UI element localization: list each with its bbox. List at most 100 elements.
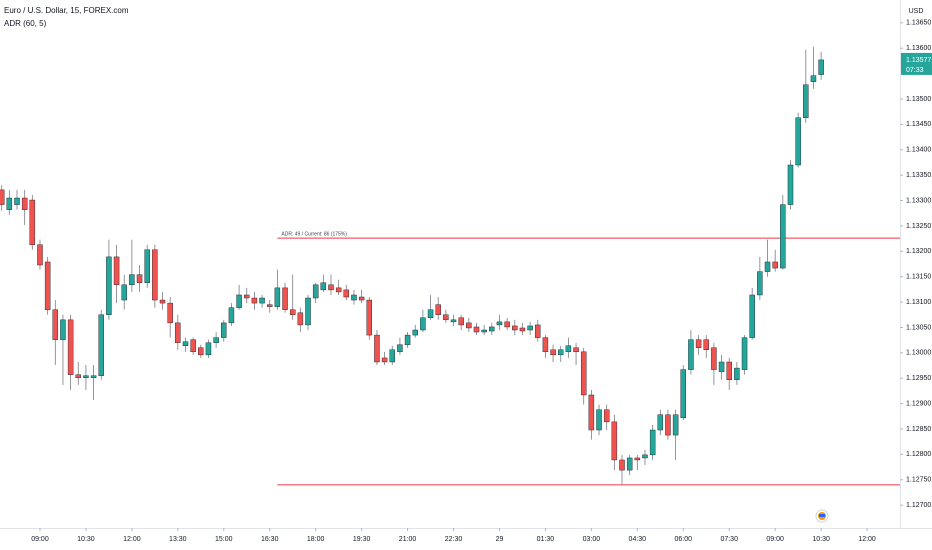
candle — [121, 274, 127, 310]
candle-body — [427, 309, 434, 319]
candle-body — [458, 317, 464, 326]
candle — [741, 335, 748, 375]
candle-body — [626, 457, 633, 471]
candle — [558, 345, 564, 362]
chart-title: Euro / U.S. Dollar, 15, FOREX.com — [4, 6, 129, 15]
candle — [251, 291, 258, 310]
y-tick-label: 1.13000 — [906, 350, 931, 357]
candle — [519, 322, 526, 336]
candle — [335, 279, 342, 295]
candle — [764, 239, 771, 277]
x-tick-label: 04:30 — [629, 536, 647, 543]
candle — [282, 282, 288, 313]
candle — [274, 269, 281, 310]
candle-body — [259, 297, 265, 304]
x-tick-label: 16:30 — [261, 536, 279, 543]
candle-body — [381, 357, 388, 363]
candle — [473, 322, 480, 336]
candle-body — [703, 339, 709, 350]
candle — [512, 319, 518, 336]
candle — [695, 335, 702, 355]
candle-body — [182, 341, 189, 346]
candle — [0, 185, 5, 211]
candle-body — [573, 347, 579, 353]
candle-body — [818, 59, 824, 75]
candle — [213, 332, 219, 348]
candle-body — [159, 299, 166, 304]
candle — [803, 49, 809, 123]
candle-body — [473, 326, 480, 333]
candle — [780, 194, 786, 270]
candle-body — [14, 197, 20, 205]
currency-label: USD — [909, 8, 924, 15]
x-tick-label: 09:00 — [31, 536, 49, 543]
candle-body — [358, 296, 365, 301]
candle-body — [29, 199, 36, 245]
candle — [435, 297, 441, 320]
y-tick-label: 1.12800 — [906, 451, 931, 458]
candle — [182, 337, 189, 352]
x-tick-label: 01:30 — [537, 536, 555, 543]
candle — [374, 330, 380, 366]
candle-body — [542, 337, 549, 353]
candle-body — [527, 325, 533, 331]
candle-body — [588, 394, 595, 431]
candle-body — [688, 339, 694, 370]
candle-body — [450, 319, 457, 323]
candle — [443, 309, 449, 323]
candle-body — [44, 261, 51, 310]
candle — [44, 256, 51, 315]
candle-body — [167, 302, 173, 324]
candle-body — [251, 297, 258, 304]
candle-body — [266, 304, 273, 307]
candle-body — [580, 351, 587, 396]
x-tick-label: 07:30 — [720, 536, 738, 543]
candle-body — [213, 337, 219, 343]
candle — [351, 289, 357, 305]
x-tick-label: 13:30 — [169, 536, 187, 543]
x-tick-label: 10:30 — [812, 536, 830, 543]
y-tick-label: 1.13500 — [906, 96, 931, 103]
candle-body — [558, 349, 564, 356]
candle-body — [404, 334, 411, 345]
x-tick-label: 10:30 — [77, 536, 95, 543]
candle — [703, 335, 709, 358]
candle-body — [749, 294, 755, 338]
candle-body — [121, 284, 127, 301]
candle — [634, 454, 641, 471]
candle — [489, 322, 495, 336]
candle — [818, 51, 824, 80]
candle — [626, 454, 633, 476]
candle-body — [764, 261, 771, 272]
candle-body — [83, 375, 89, 378]
x-tick-label: 12:00 — [123, 536, 141, 543]
candle — [297, 307, 304, 333]
x-tick-label: 09:00 — [766, 536, 784, 543]
candle-body — [129, 274, 135, 286]
candle — [60, 314, 66, 385]
candle — [320, 274, 327, 292]
candle — [389, 345, 395, 366]
candle-body — [98, 314, 104, 376]
candle-body — [672, 414, 679, 436]
candle-body — [603, 409, 610, 423]
candle-body — [144, 249, 150, 283]
candle-body — [718, 361, 725, 372]
y-tick-label: 1.13100 — [906, 299, 931, 306]
x-tick-label: 03:00 — [583, 536, 601, 543]
candle — [381, 351, 388, 366]
candle — [527, 321, 533, 336]
y-tick-label: 1.13050 — [906, 324, 931, 331]
candle — [726, 357, 732, 390]
candle — [221, 319, 227, 342]
candle — [535, 319, 541, 342]
candle — [787, 159, 794, 210]
candle — [198, 344, 204, 358]
candle — [466, 317, 472, 333]
candle — [496, 314, 503, 330]
candle-body — [67, 319, 74, 375]
candle — [37, 239, 43, 270]
candle-body — [680, 369, 686, 419]
candle-body — [152, 249, 158, 301]
